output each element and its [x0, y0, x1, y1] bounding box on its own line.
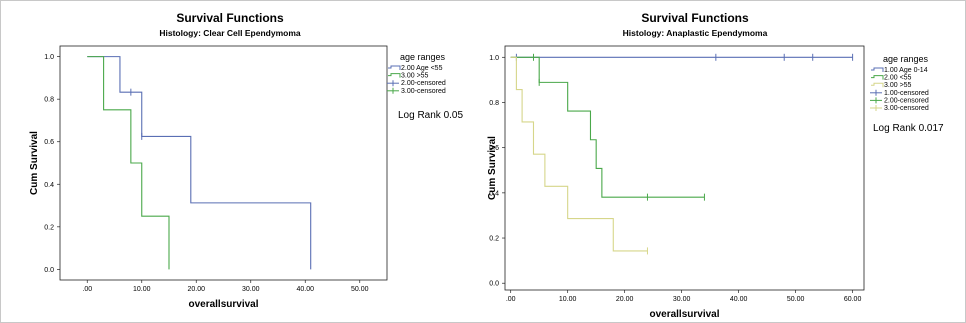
x-axis-title: overallsurvival: [188, 299, 258, 310]
legend-entry-label: 1.00 Age 0-14: [884, 67, 928, 74]
y-tick-label: 0.6: [489, 145, 499, 152]
x-tick-label: 40.00: [730, 296, 748, 303]
right-panel: Survival Functions Histology: Anaplastic …: [483, 0, 966, 323]
legend-entry-label: 3.00 >55: [401, 73, 429, 80]
x-tick-label: 10.00: [133, 286, 151, 293]
left-panel: Survival Functions Histology: Clear Cell …: [29, 11, 463, 310]
x-tick-label: 20.00: [616, 296, 634, 303]
legend-entry-label: 2.00 Age <55: [401, 65, 443, 72]
right-km-chart: Survival Functions Histology: Anaplastic …: [487, 11, 944, 320]
legend-entry-label: 2.00 <55: [884, 75, 912, 82]
y-tick-label: 0.4: [489, 190, 499, 197]
log-rank-annotation: Log Rank 0.017: [873, 123, 944, 134]
plot-area: [59, 45, 388, 281]
x-tick-label: 30.00: [242, 286, 260, 293]
legend-title: age ranges: [883, 54, 929, 64]
series-2-line: [510, 56, 648, 252]
plot-area: [504, 45, 865, 291]
y-tick-label: 0.6: [44, 139, 54, 146]
legend-entry-label: 3.00-censored: [401, 88, 446, 95]
y-axis-title: Cum Survival: [29, 131, 40, 195]
x-tick-label: 60.00: [844, 296, 862, 303]
x-tick-label: 20.00: [187, 286, 205, 293]
left-km-chart: Survival Functions Histology: Clear Cell …: [29, 11, 463, 310]
x-tick-label: 10.00: [559, 296, 577, 303]
chart-subtitle: Histology: Anaplastic Ependymoma: [623, 28, 768, 38]
y-tick-label: 0.0: [489, 281, 499, 288]
legend-entry-label: 2.00-censored: [884, 97, 929, 104]
x-tick-label: 40.00: [296, 286, 314, 293]
x-tick-label: 50.00: [351, 286, 369, 293]
legend-entry-label: 1.00-censored: [884, 90, 929, 97]
y-tick-label: 0.2: [44, 224, 54, 231]
x-tick-label: .00: [506, 296, 516, 303]
y-tick-label: 1.0: [489, 55, 499, 62]
legend-swatch-line: [871, 82, 884, 88]
chart-title: Survival Functions: [641, 11, 749, 25]
y-axis-title: Cum Survival: [487, 136, 498, 200]
chart-title: Survival Functions: [176, 11, 284, 25]
x-tick-label: .00: [82, 286, 92, 293]
series-0-line: [87, 56, 312, 270]
y-tick-label: 0.0: [44, 267, 54, 274]
chart-subtitle: Histology: Clear Cell Ependymoma: [159, 28, 300, 38]
x-tick-label: 30.00: [673, 296, 691, 303]
legend-swatch-line: [388, 65, 401, 70]
x-axis-title: overallsurvival: [649, 309, 719, 320]
log-rank-annotation: Log Rank 0.05: [398, 110, 463, 121]
y-tick-label: 1.0: [44, 54, 54, 61]
y-tick-label: 0.8: [489, 100, 499, 107]
legend-swatch-line: [871, 75, 884, 80]
legend-title: age ranges: [400, 52, 446, 62]
y-tick-label: 0.8: [44, 97, 54, 104]
legend-entry-label: 3.00 >55: [884, 82, 912, 89]
y-tick-label: 0.2: [489, 236, 499, 243]
x-tick-label: 50.00: [787, 296, 805, 303]
legend-entry-label: 3.00-censored: [884, 105, 929, 112]
legend-swatch-line: [871, 67, 884, 72]
series-1-line: [87, 56, 170, 270]
legend-entry-label: 2.00-censored: [401, 80, 446, 87]
series-1-line: [510, 56, 705, 198]
legend-swatch-line: [388, 73, 401, 78]
y-tick-label: 0.4: [44, 182, 54, 189]
